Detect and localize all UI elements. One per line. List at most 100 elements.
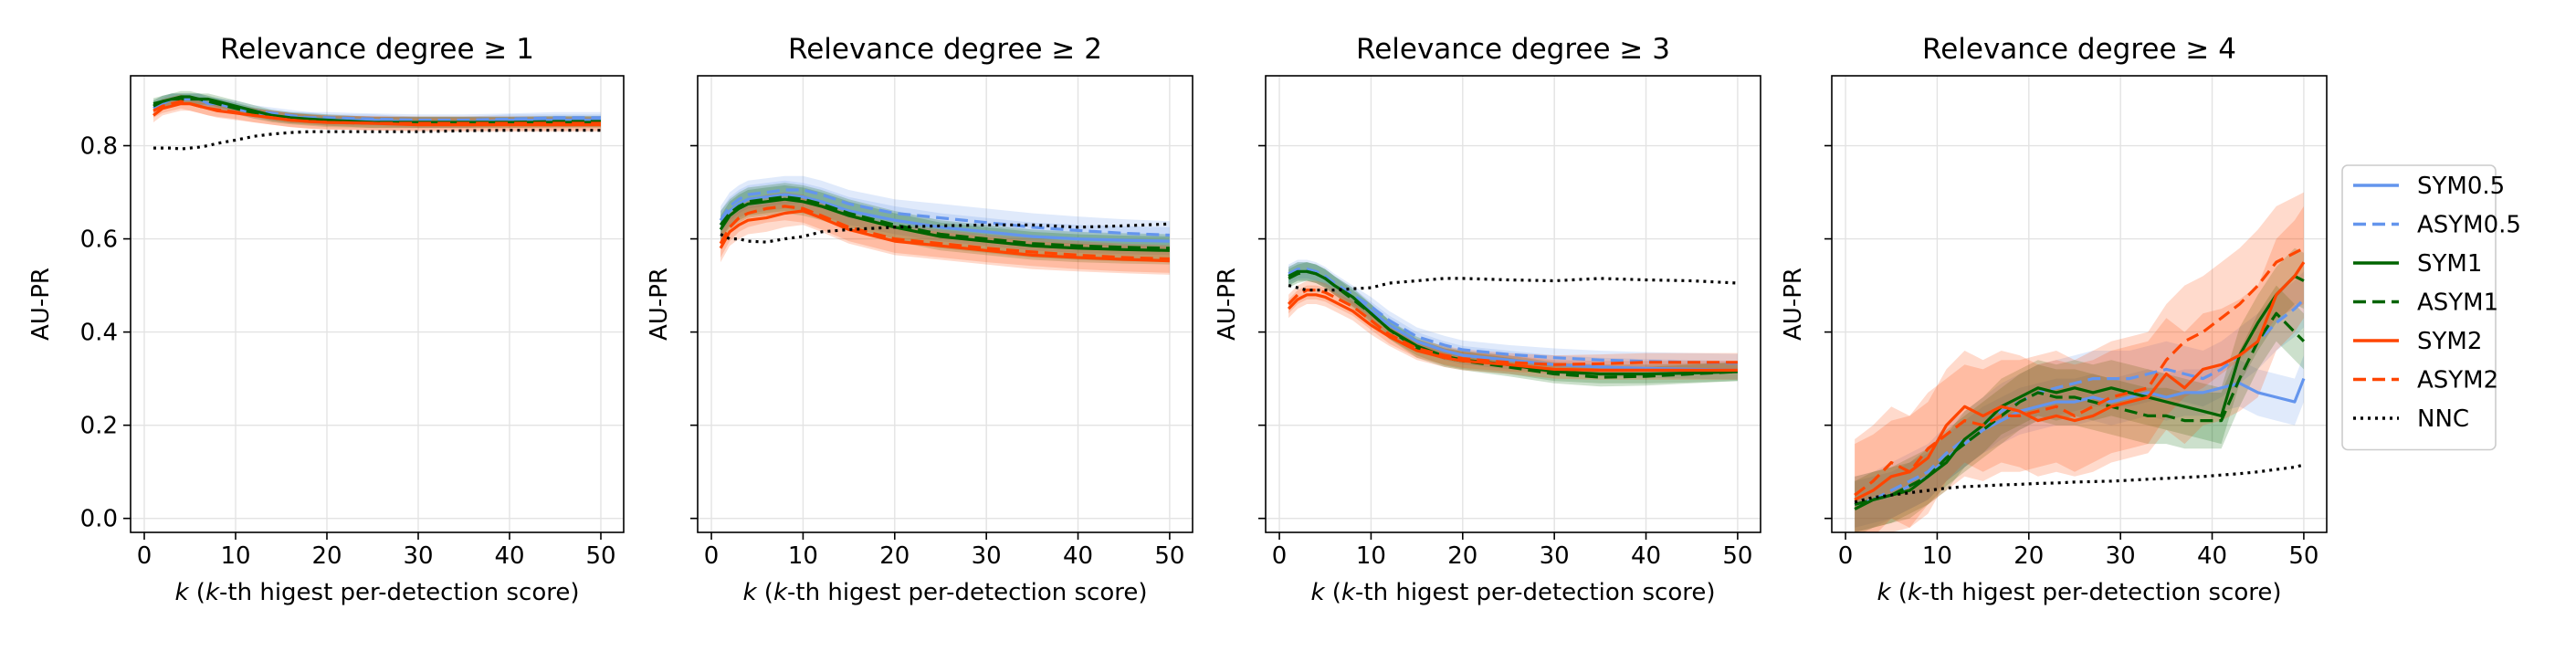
legend-item-NNC: NNC (2353, 405, 2469, 433)
x-axis-label: k (k-th higest per-detection score) (174, 579, 579, 606)
x-axis-label-part-0: k (742, 579, 757, 606)
x-axis-label-part-3: -th higest per-detection score) (1921, 579, 2282, 606)
x-tick-label-3: 30 (2106, 542, 2136, 570)
x-axis-label: k (k-th higest per-detection score) (742, 579, 1147, 606)
y-axis-label: AU-PR (27, 268, 55, 341)
plot-area (152, 90, 601, 151)
legend-item-SYM2: SYM2 (2353, 328, 2482, 355)
y-tick-label-0: 0.0 (80, 506, 118, 533)
x-tick-label-1: 10 (1356, 542, 1386, 570)
x-axis-label-part-3: -th higest per-detection score) (787, 579, 1148, 606)
x-tick-label-2: 20 (1447, 542, 1477, 570)
legend-label-ASYM1: ASYM1 (2417, 289, 2498, 317)
series-line-ASYM2 (1287, 289, 1738, 366)
series-line-ASYM2 (719, 205, 1170, 261)
x-tick-label-0: 0 (137, 542, 152, 570)
legend-item-SYM0.5: SYM0.5 (2353, 173, 2505, 200)
x-axis-label-part-0: k (1877, 579, 1891, 606)
panel-title: Relevance degree ≥ 2 (788, 33, 1102, 66)
x-tick-label-4: 40 (1063, 542, 1093, 570)
x-axis-label: k (k-th higest per-detection score) (1310, 579, 1715, 606)
panel-title: Relevance degree ≥ 4 (1922, 33, 2236, 66)
band-ASYM1 (1855, 285, 2304, 532)
band-ASYM2 (720, 192, 1170, 273)
legend-label-ASYM2: ASYM2 (2417, 367, 2498, 394)
x-axis-label: k (k-th higest per-detection score) (1877, 579, 2281, 606)
band-SYM1 (153, 90, 601, 129)
y-axis-label: AU-PR (646, 268, 673, 341)
series-line-ASYM2 (152, 100, 601, 125)
x-axis-label-part-2: k (1908, 579, 1922, 606)
series-line-ASYM1 (1288, 269, 1738, 379)
series-line-SYM2 (1287, 293, 1738, 372)
series-line-SYM2 (1854, 261, 2306, 501)
axes-frame (1831, 75, 2328, 533)
y-tick-label-3: 0.6 (80, 226, 118, 254)
band-ASYM1 (720, 183, 1170, 263)
legend-item-ASYM2: ASYM2 (2353, 367, 2498, 394)
axes-frame (1265, 75, 1761, 533)
series-line-ASYM1 (152, 97, 601, 124)
series-line-ASYM2 (1854, 247, 2305, 497)
band-ASYM0.5 (720, 175, 1170, 249)
series-line-ASYM1 (1854, 311, 2306, 506)
y-tick-label-2: 0.4 (80, 320, 118, 347)
legend-label-SYM2: SYM2 (2417, 328, 2482, 355)
x-tick-label-4: 40 (494, 542, 524, 570)
series-line-ASYM1 (719, 195, 1170, 250)
x-axis-label-part-2: k (205, 579, 220, 606)
y-tick-label-4: 0.8 (80, 133, 118, 161)
series-line-SYM2 (152, 101, 601, 127)
band-SYM0.5 (153, 93, 601, 129)
series-line-ASYM0.5 (719, 188, 1170, 237)
x-tick-label-5: 50 (1722, 542, 1752, 570)
series-line-NNC (1288, 277, 1738, 292)
x-tick-label-0: 0 (1838, 542, 1854, 570)
x-axis-label-part-3: -th higest per-detection score) (219, 579, 580, 606)
x-tick-label-3: 30 (403, 542, 433, 570)
series-line-SYM1 (152, 95, 601, 124)
x-tick-label-4: 40 (1631, 542, 1661, 570)
legend-item-ASYM0.5: ASYM0.5 (2353, 212, 2521, 239)
legend: SYM0.5 ASYM0.5 SYM1 ASYM1 SYM2 ASYM2 NNC (2341, 164, 2521, 451)
x-tick-label-2: 20 (2013, 542, 2044, 570)
axes-frame (697, 75, 1193, 533)
series-line-NNC (153, 129, 601, 151)
x-axis-label-part-2: k (773, 579, 788, 606)
plot-area (1287, 259, 1738, 387)
plot-area (719, 175, 1170, 275)
x-tick-label-1: 10 (788, 542, 818, 570)
y-axis-label: AU-PR (1780, 268, 1807, 341)
x-tick-label-2: 20 (879, 542, 909, 570)
x-axis-label-part-1: ( (757, 579, 773, 606)
x-tick-label-3: 30 (1540, 542, 1570, 570)
x-tick-label-0: 0 (704, 542, 720, 570)
x-axis-label-part-3: -th higest per-detection score) (1355, 579, 1716, 606)
legend-label-ASYM0.5: ASYM0.5 (2417, 212, 2521, 239)
series-line-SYM2 (719, 209, 1170, 263)
panel-title: Relevance degree ≥ 3 (1356, 33, 1670, 66)
legend-item-ASYM1: ASYM1 (2353, 289, 2498, 317)
legend-label-SYM1: SYM1 (2417, 250, 2482, 278)
y-axis-label: AU-PR (1214, 268, 1241, 341)
y-tick-label-1: 0.2 (80, 413, 118, 440)
x-tick-label-2: 20 (311, 542, 342, 570)
plot-area (1854, 192, 2306, 532)
x-tick-label-4: 40 (2197, 542, 2227, 570)
chart-panels: 0 10 20 30 40 50 0.0 0.2 0.4 0.6 0.8 Relevance degr… (27, 33, 2328, 606)
x-axis-label-part-1: ( (1325, 579, 1341, 606)
panel-title: Relevance degree ≥ 1 (220, 33, 534, 66)
x-tick-label-1: 10 (220, 542, 250, 570)
legend-label-SYM0.5: SYM0.5 (2417, 173, 2505, 200)
x-tick-label-3: 30 (972, 542, 1002, 570)
x-tick-label-1: 10 (1922, 542, 1952, 570)
x-tick-label-5: 50 (585, 542, 615, 570)
band-ASYM2 (1855, 192, 2304, 532)
x-axis-label-part-0: k (174, 579, 189, 606)
series-line-NNC (720, 222, 1170, 244)
x-axis-label-part-1: ( (189, 579, 205, 606)
